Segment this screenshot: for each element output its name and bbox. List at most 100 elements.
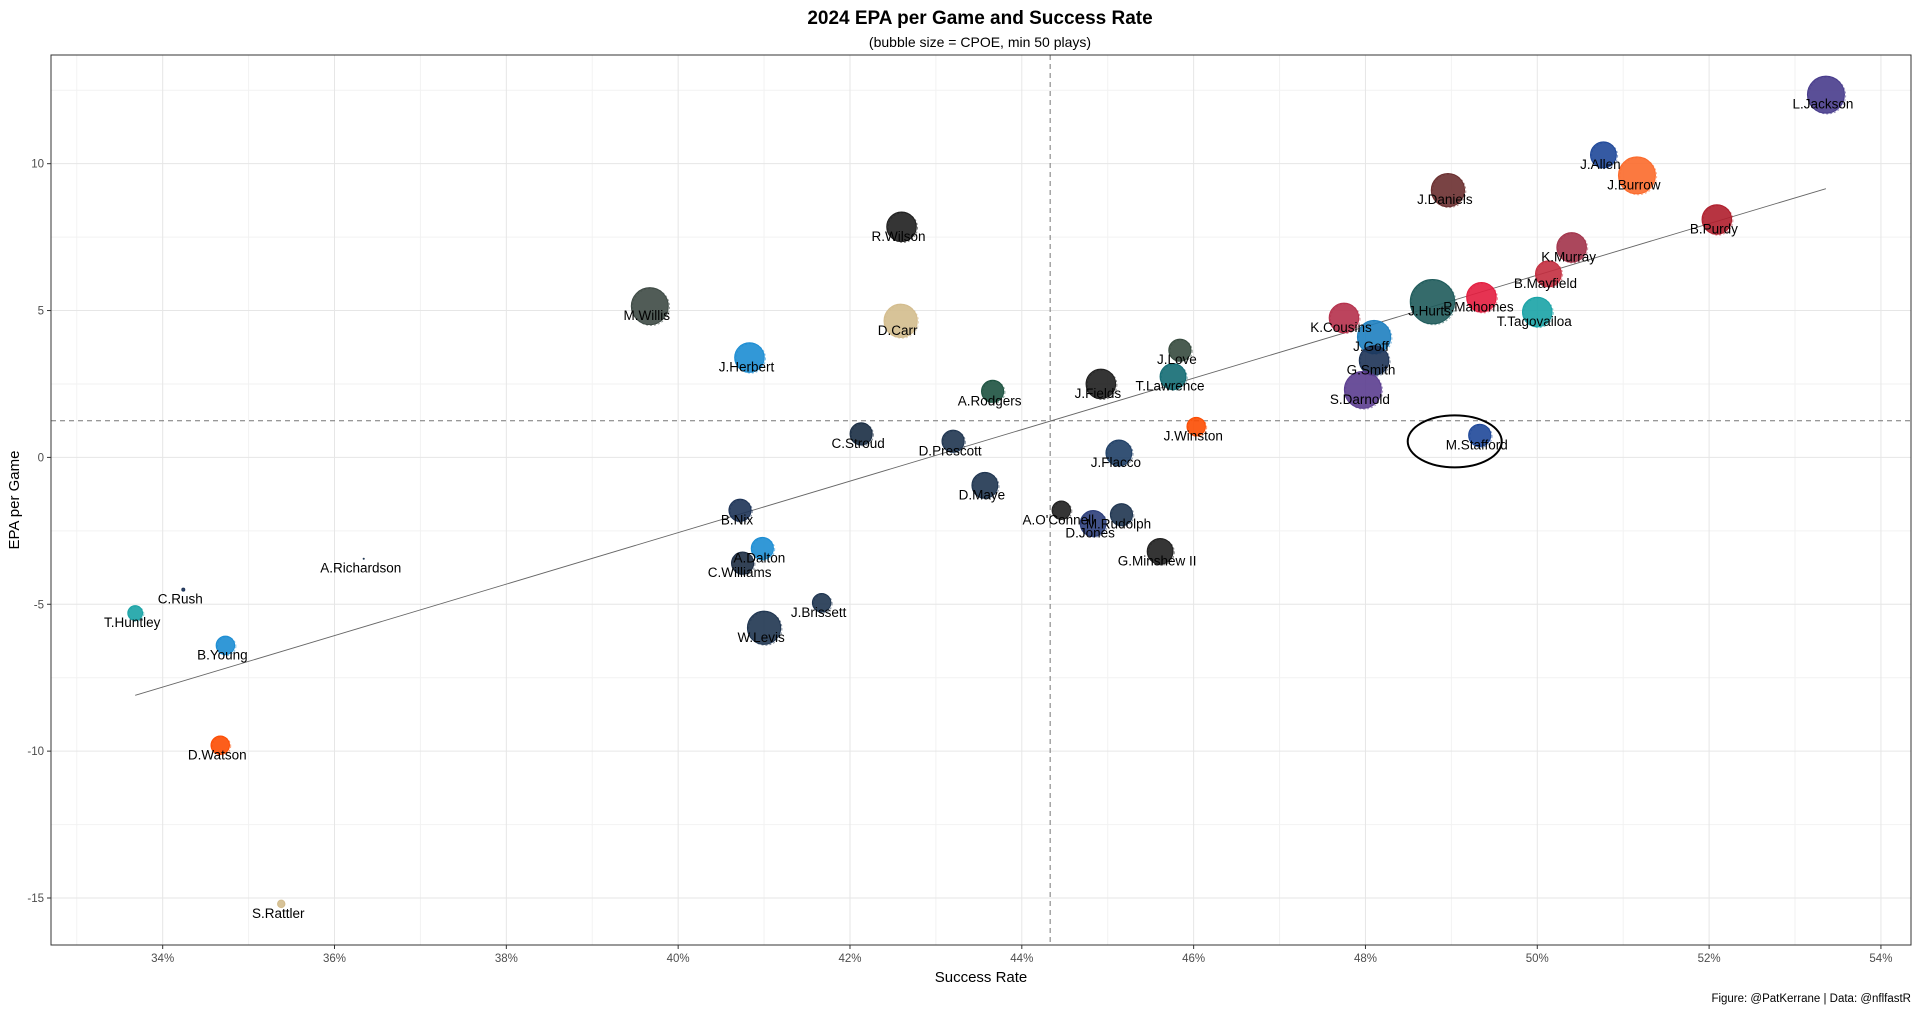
label-d-maye: D.Maye (959, 487, 1006, 502)
x-tick-label: 54% (1869, 953, 1892, 965)
point-d-prescott (941, 429, 965, 453)
label-a-rodgers: A.Rodgers (958, 393, 1022, 408)
point-b-nix (728, 498, 752, 522)
point-halo-d-maye (972, 472, 1000, 500)
point-t-tagovailoa (1521, 296, 1553, 328)
point-d-maye (971, 471, 999, 499)
label-g-smith: G.Smith (1347, 362, 1396, 377)
label-r-wilson: R.Wilson (872, 229, 926, 244)
label-b-mayfield: B.Mayfield (1514, 276, 1577, 291)
label-j-fields: J.Fields (1075, 386, 1122, 401)
point-b-mayfield (1535, 260, 1562, 288)
grid-layer (51, 55, 1911, 945)
point-j-allen (1589, 141, 1617, 169)
label-a-o-connell: A.O'Connell (1023, 512, 1095, 527)
point-halo-a-dalton (751, 537, 776, 561)
x-tick-label: 46% (1182, 953, 1205, 965)
label-w-levis: W.Levis (737, 630, 785, 645)
point-b-young (215, 635, 236, 656)
point-halo-j-flacco (1106, 440, 1134, 468)
point-halo-a-rodgers (982, 380, 1006, 404)
label-g-minshew-ii: G.Minshew II (1118, 553, 1197, 568)
x-tick-label: 42% (838, 953, 861, 965)
point-halo-m-rudolph (1111, 503, 1135, 528)
point-d-carr (883, 303, 918, 338)
label-a-dalton: A.Dalton (733, 550, 785, 565)
point-d-watson (210, 735, 230, 756)
point-m-willis (630, 287, 669, 326)
label-t-huntley: T.Huntley (104, 615, 161, 630)
point-halo-b-nix (729, 499, 753, 523)
point-halo-c-stroud (850, 423, 874, 447)
x-axis-title: Success Rate (935, 969, 1028, 986)
point-halo-b-mayfield (1536, 261, 1564, 289)
label-b-young: B.Young (197, 647, 248, 662)
point-j-love (1168, 338, 1192, 362)
point-s-rattler (277, 899, 286, 909)
point-j-burrow (1617, 156, 1656, 195)
label-j-hurts: J.Hurts (1408, 304, 1451, 319)
point-halo-j-herbert (735, 343, 766, 374)
point-d-jones (1079, 510, 1107, 537)
point-halo-j-fields (1086, 369, 1118, 401)
point-a-dalton (750, 536, 774, 561)
label-d-watson: D.Watson (188, 747, 247, 762)
point-g-minshew-ii (1146, 537, 1174, 565)
label-t-tagovailoa: T.Tagovailoa (1497, 314, 1573, 329)
point-halo-r-wilson (887, 212, 919, 243)
x-tick-label: 40% (667, 953, 690, 965)
point-halo-m-willis (632, 287, 671, 326)
x-tick-label: 48% (1354, 953, 1377, 965)
point-j-daniels (1430, 172, 1466, 208)
axis-ticks: 34% 36% 38% 40% 42% 44% 46% 48% 50% 52% 54% -15 -10 -… (27, 159, 1892, 965)
x-tick-label: 36% (323, 953, 346, 965)
label-c-rush: C.Rush (158, 592, 203, 607)
point-j-hurts (1409, 279, 1456, 325)
label-m-stafford: M.Stafford (1446, 437, 1508, 452)
point-j-fields (1085, 368, 1117, 400)
label-j-winston: J.Winston (1164, 429, 1223, 444)
point-halo-j-winston (1187, 417, 1208, 438)
point-a-richardson (362, 557, 365, 560)
point-j-brissett (811, 593, 832, 613)
point-halo-j-burrow (1619, 157, 1658, 196)
label-c-stroud: C.Stroud (832, 436, 885, 451)
x-tick-label: 44% (1010, 953, 1033, 965)
point-a-rodgers (980, 379, 1005, 403)
label-a-richardson: A.Richardson (320, 561, 401, 576)
point-halo-g-smith (1359, 345, 1391, 377)
point-l-jackson (1806, 75, 1845, 114)
point-halo-j-love (1169, 339, 1193, 363)
point-c-williams (730, 551, 755, 575)
chart-subtitle: (bubble size = CPOE, min 50 plays) (869, 34, 1091, 50)
point-halo-d-prescott (942, 430, 966, 454)
point-halo-d-watson (211, 736, 232, 756)
point-halo-t-huntley (128, 605, 145, 622)
point-j-herbert (734, 342, 765, 373)
label-j-burrow: J.Burrow (1607, 177, 1661, 192)
x-tick-label: 34% (151, 953, 174, 965)
point-halo-k-murray (1557, 232, 1589, 264)
point-k-murray (1556, 232, 1587, 263)
x-tick-label: 52% (1698, 953, 1721, 965)
label-s-darnold: S.Darnold (1330, 392, 1390, 407)
point-halo-j-daniels (1431, 173, 1467, 209)
label-j-brissett: J.Brissett (791, 605, 847, 620)
point-halo-b-purdy (1702, 204, 1734, 236)
label-t-lawrence: T.Lawrence (1135, 379, 1204, 394)
point-halo-l-jackson (1808, 76, 1847, 115)
label-j-herbert: J.Herbert (719, 360, 775, 375)
point-halo-w-levis (748, 611, 783, 646)
y-tick-label: -15 (27, 893, 44, 905)
point-halo-m-stafford (1469, 424, 1493, 448)
point-halo-j-hurts (1410, 279, 1457, 326)
point-halo-c-williams (732, 552, 756, 576)
x-tick-label: 50% (1526, 953, 1549, 965)
y-tick-label: -10 (27, 746, 44, 758)
point-t-lawrence (1159, 363, 1187, 391)
y-tick-label: 0 (38, 452, 44, 464)
point-halo-t-tagovailoa (1523, 297, 1554, 329)
point-k-cousins (1328, 302, 1360, 334)
label-b-purdy: B.Purdy (1690, 221, 1738, 236)
